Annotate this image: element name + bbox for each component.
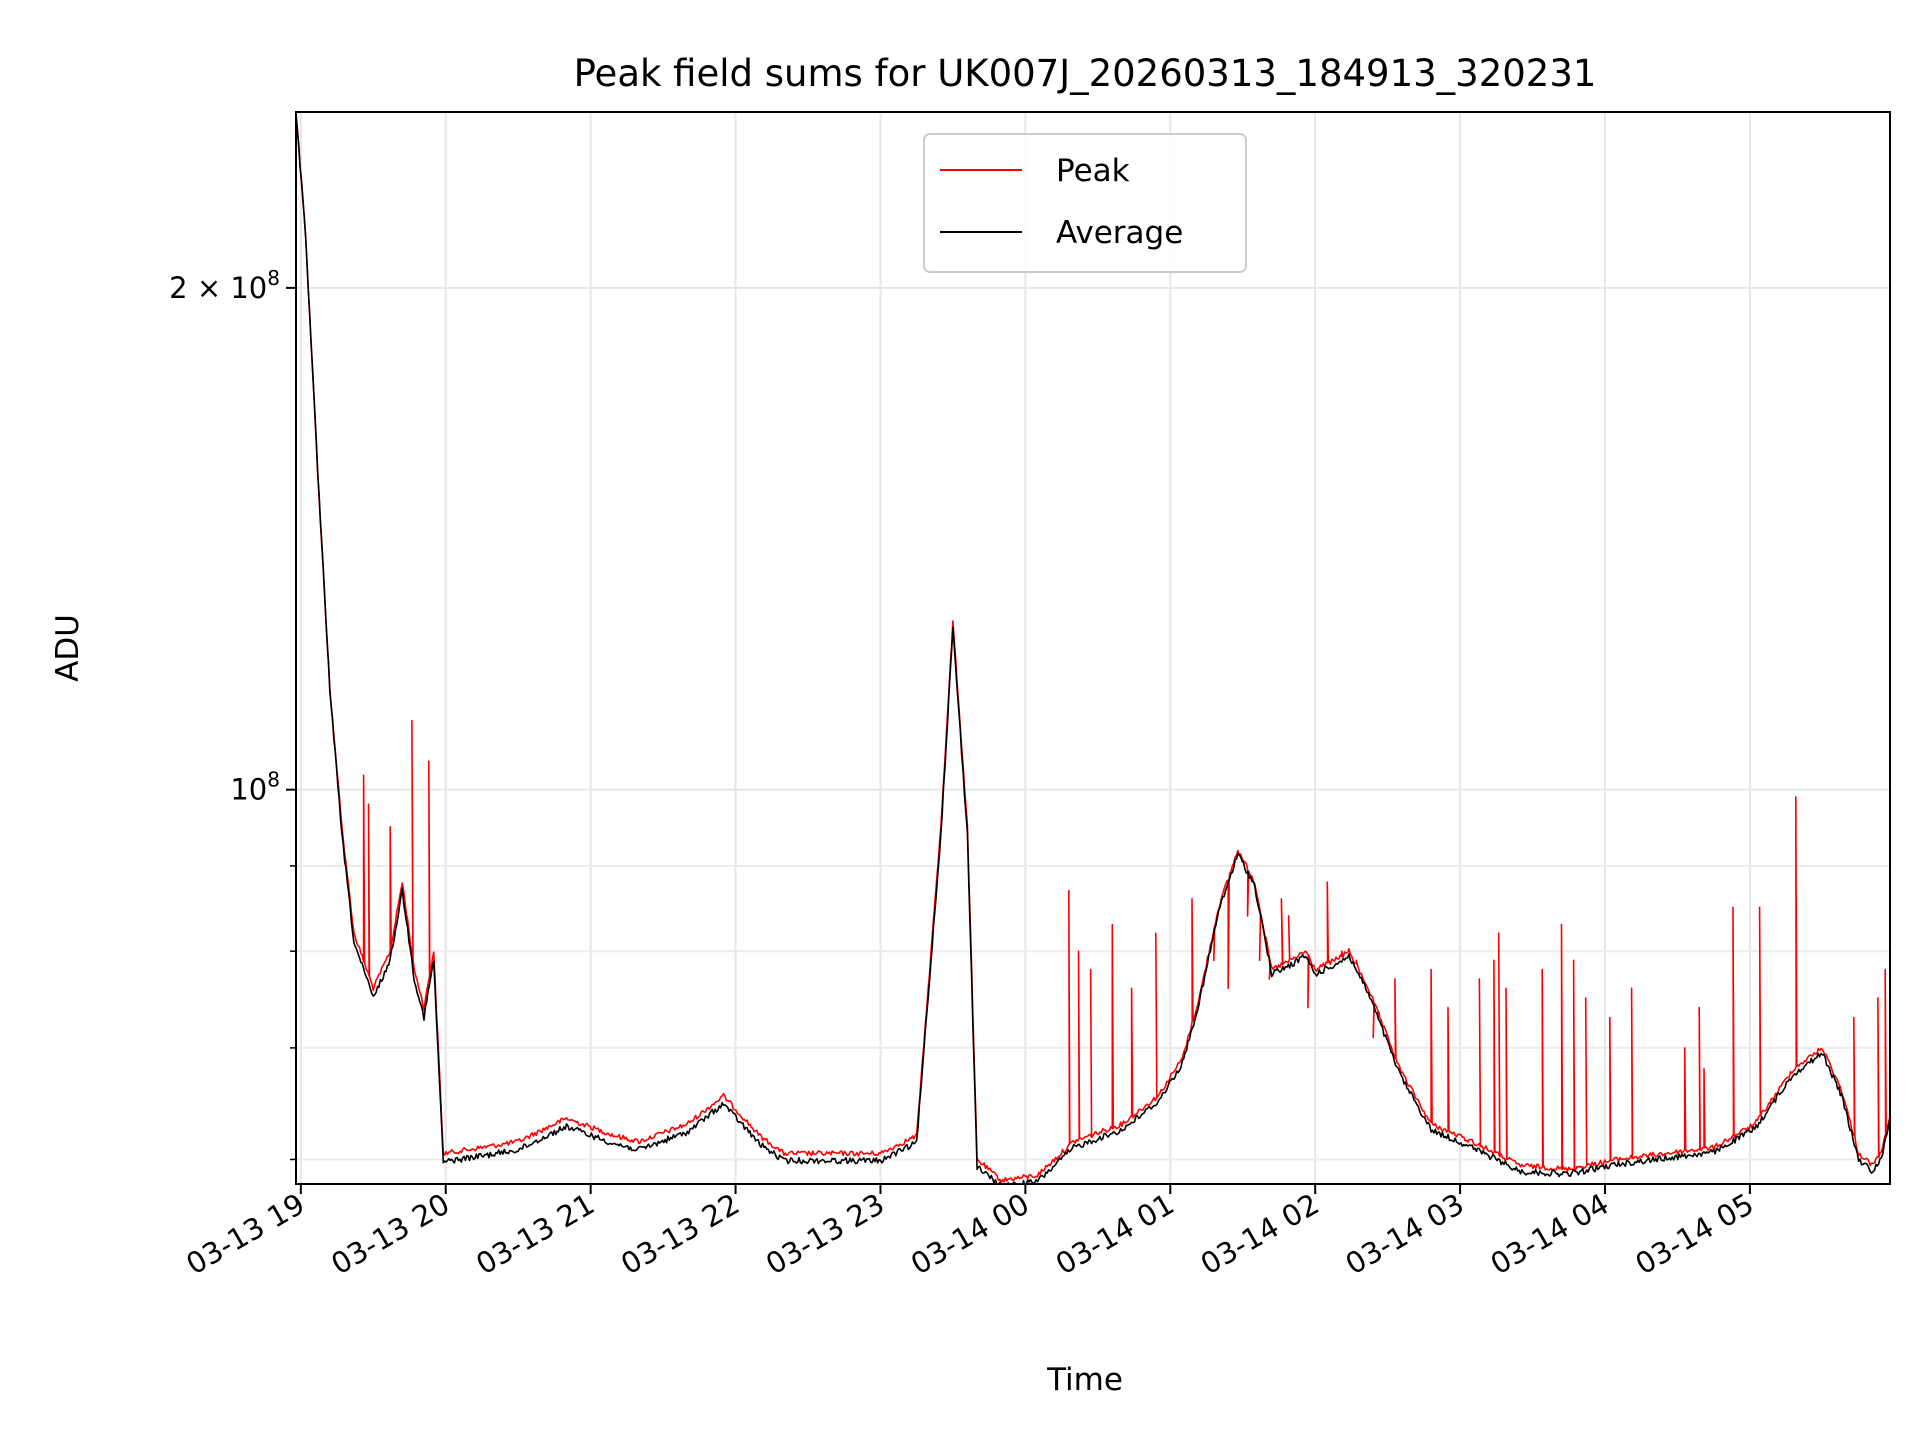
series-line-average <box>296 114 1890 1184</box>
chart-title: Peak field sums for UK007J_20260313_1849… <box>574 52 1597 95</box>
legend-frame <box>923 133 1247 273</box>
legend: Peak Average <box>923 133 1247 273</box>
legend-label-peak: Peak <box>1056 153 1130 189</box>
y-axis-label: ADU <box>50 614 86 682</box>
x-axis-label: Time <box>1046 1362 1123 1398</box>
legend-label-average: Average <box>1056 215 1183 251</box>
plot-area <box>296 112 1890 1184</box>
series-line-peak <box>296 112 1890 1183</box>
axes-frame <box>295 111 1891 1185</box>
grid <box>296 112 1890 1184</box>
y-tick-label: 2 × 108 <box>169 266 280 305</box>
